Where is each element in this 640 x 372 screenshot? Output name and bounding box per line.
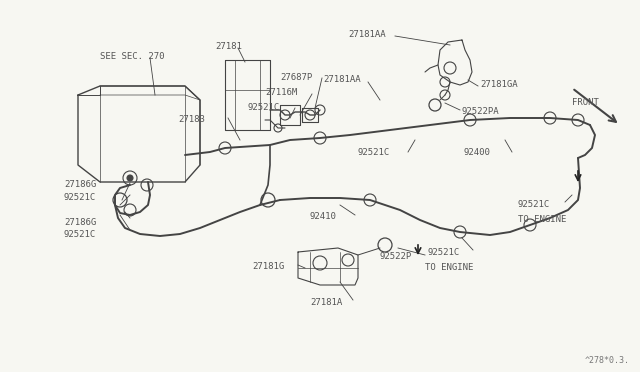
Text: 92400: 92400 (464, 148, 491, 157)
Text: 27116M: 27116M (265, 88, 297, 97)
Text: 92521C: 92521C (358, 148, 390, 157)
Text: TO ENGINE: TO ENGINE (518, 215, 566, 224)
Text: 92521C: 92521C (248, 103, 280, 112)
Text: ^278*0.3.: ^278*0.3. (585, 356, 630, 365)
Circle shape (127, 175, 133, 181)
Text: 27186G: 27186G (64, 180, 96, 189)
Text: SEE SEC. 270: SEE SEC. 270 (100, 52, 164, 61)
Text: 92522PA: 92522PA (462, 107, 500, 116)
Text: 27186G: 27186G (64, 218, 96, 227)
Text: TO ENGINE: TO ENGINE (425, 263, 474, 272)
Text: 27183: 27183 (178, 115, 205, 124)
Text: 27687P: 27687P (280, 73, 312, 82)
Text: 92522P: 92522P (380, 252, 412, 261)
Text: 27181AA: 27181AA (323, 75, 360, 84)
Text: 92521C: 92521C (427, 248, 460, 257)
Text: 27181G: 27181G (252, 262, 284, 271)
Text: 27181A: 27181A (310, 298, 342, 307)
Text: 92521C: 92521C (64, 230, 96, 239)
Text: 27181GA: 27181GA (480, 80, 518, 89)
Text: FRONT: FRONT (572, 98, 599, 107)
Text: 92410: 92410 (310, 212, 337, 221)
Text: 27181AA: 27181AA (348, 30, 386, 39)
Text: 27181: 27181 (215, 42, 242, 51)
Text: 92521C: 92521C (518, 200, 550, 209)
Text: 92521C: 92521C (64, 193, 96, 202)
